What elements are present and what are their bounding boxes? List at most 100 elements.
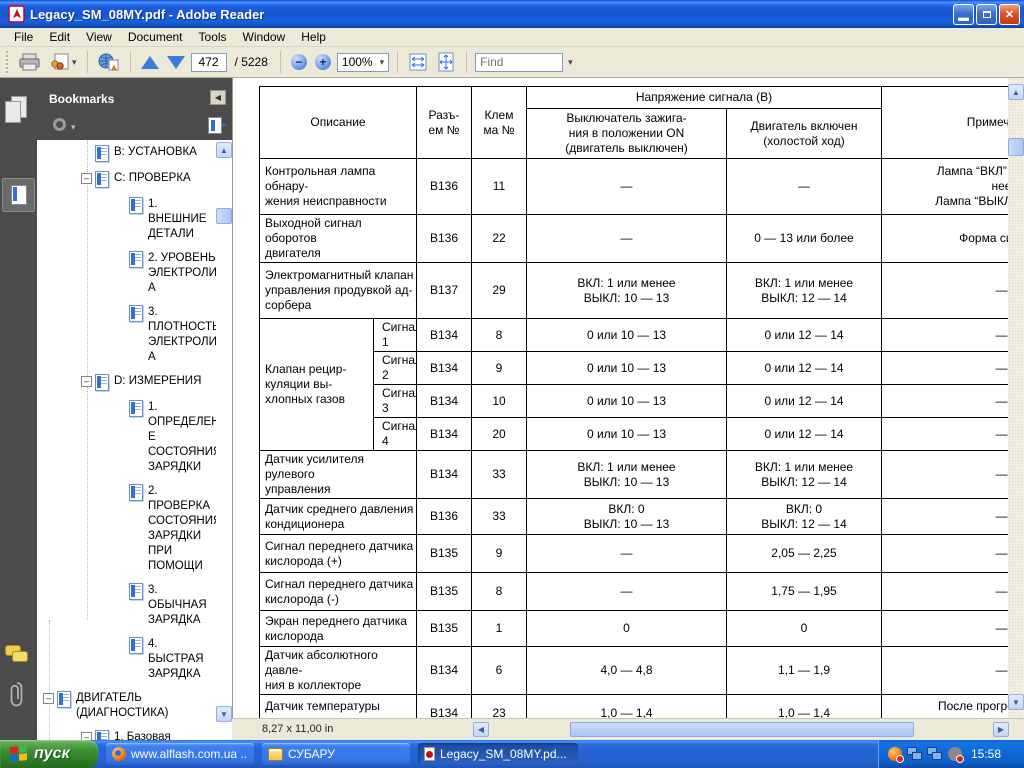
document-vertical-scrollbar[interactable]: ▲ ▼ — [1008, 78, 1024, 718]
table-row: Электромагнитный клапан управления проду… — [259, 262, 1008, 319]
bookmark-item[interactable]: B: УСТАНОВКА — [37, 145, 216, 162]
zoom-dropdown-caret: ▾ — [379, 56, 385, 67]
bookmark-item[interactable]: 1. ВНЕШНИЕ ДЕТАЛИ — [37, 197, 216, 242]
menu-bar: File Edit View Document Tools Window Help — [0, 28, 1024, 47]
zoom-in-button[interactable]: + — [313, 49, 333, 75]
bookmarks-scrollbar[interactable]: ▲ ▼ — [216, 140, 232, 740]
close-button[interactable]: ✕ — [999, 3, 1020, 25]
taskbar-task-firefox[interactable]: www.alflash.com.ua ... — [106, 743, 254, 765]
col-header-description: Описание — [259, 86, 417, 159]
network-tray-icon[interactable] — [907, 746, 923, 762]
h-scroll-thumb[interactable] — [570, 722, 914, 737]
previous-page-button[interactable] — [139, 49, 161, 75]
zoom-level-select[interactable]: 100% ▾ — [336, 52, 390, 72]
bookmarks-tab-icon[interactable] — [2, 178, 35, 212]
expand-current-bookmark-icon[interactable] — [208, 117, 228, 134]
cell-ignition-on-value: ВКЛ: 1 или менее ВЫКЛ: 10 — 13 — [526, 262, 727, 319]
cell-ignition-on-value: 0 или 10 — 13 — [526, 318, 727, 352]
title-bar[interactable]: Legacy_SM_08MY.pdf - Adobe Reader ▬ ✕ — [0, 0, 1024, 28]
bookmark-item[interactable]: – C: ПРОВЕРКА — [37, 171, 216, 188]
fit-width-button[interactable] — [406, 49, 430, 75]
bookmarks-scroll-thumb[interactable] — [216, 208, 232, 224]
bookmarks-scroll-down-button[interactable]: ▼ — [216, 706, 232, 722]
pages-tab-icon[interactable] — [5, 96, 29, 126]
cell-note: — — [881, 498, 1008, 535]
minimize-button[interactable]: ▬ — [953, 3, 974, 25]
bookmark-label[interactable]: D: ИЗМЕРЕНИЯ — [114, 375, 202, 387]
bookmark-label[interactable]: B: УСТАНОВКА — [114, 146, 197, 158]
bookmark-label[interactable]: 2. ПРОВЕРКА СОСТОЯНИЯ ЗАРЯДКИ ПРИ ПОМОЩИ — [148, 485, 216, 572]
menu-edit[interactable]: Edit — [49, 30, 71, 44]
options-gear-icon[interactable] — [53, 118, 66, 131]
bookmark-item[interactable]: 3. ПЛОТНОСТЬ ЭЛЕКТРОЛИТ А — [37, 305, 216, 365]
network-tray-icon-2[interactable] — [927, 746, 943, 762]
doc-scroll-thumb[interactable] — [1008, 138, 1024, 156]
fit-page-button[interactable] — [434, 49, 458, 75]
collapse-minus-box[interactable]: – — [43, 693, 54, 704]
comments-tab-icon[interactable] — [5, 645, 31, 667]
bookmark-item[interactable]: 3. ОБЫЧНАЯ ЗАРЯДКА — [37, 583, 216, 628]
cell-connector: B134 — [416, 646, 472, 695]
menu-document[interactable]: Document — [127, 30, 183, 44]
disabled-device-tray-icon[interactable] — [947, 746, 964, 763]
save-copy-button[interactable] — [96, 49, 122, 75]
collapse-minus-box[interactable]: – — [81, 376, 92, 387]
doc-scroll-up-button[interactable]: ▲ — [1008, 84, 1024, 100]
print-button[interactable] — [17, 49, 43, 75]
toolbar-grip[interactable] — [6, 51, 10, 73]
task-label: Legacy_SM_08MY.pd... — [440, 747, 567, 761]
download-manager-tray-icon[interactable] — [887, 746, 904, 763]
bookmark-label[interactable]: 3. ПЛОТНОСТЬ ЭЛЕКТРОЛИТ А — [148, 306, 216, 363]
collapse-panel-button[interactable]: ◀ — [210, 90, 226, 105]
cell-engine-running-value: — — [726, 158, 882, 215]
bookmark-label[interactable]: 2. УРОВЕНЬ ЭЛЕКТРОЛИТ А — [148, 252, 216, 294]
h-scroll-left-button[interactable]: ◀ — [473, 722, 489, 737]
toolbar-separator — [279, 51, 281, 73]
bookmark-item[interactable]: 2. ПРОВЕРКА СОСТОЯНИЯ ЗАРЯДКИ ПРИ ПОМОЩИ — [37, 484, 216, 574]
menu-help[interactable]: Help — [301, 30, 326, 44]
menu-view[interactable]: View — [86, 30, 112, 44]
bookmark-label[interactable]: ДВИГАТЕЛЬ (ДИАГНОСТИКА) — [76, 692, 169, 719]
h-scroll-right-button[interactable]: ▶ — [993, 722, 1009, 737]
cell-terminal: 33 — [471, 498, 527, 535]
next-page-button[interactable] — [165, 49, 187, 75]
menu-window[interactable]: Window — [242, 30, 286, 44]
menu-file[interactable]: File — [14, 30, 34, 44]
cell-ignition-on-value: 1,0 — 1,4 — [526, 694, 727, 718]
bookmark-item[interactable]: 1. ОПРЕДЕЛЕНИ Е СОСТОЯНИЯ ЗАРЯДКИ — [37, 400, 216, 475]
doc-scroll-down-button[interactable]: ▼ — [1008, 694, 1024, 710]
page-number-input[interactable] — [190, 52, 227, 72]
cell-ignition-on-value: 0 или 10 — 13 — [526, 351, 727, 385]
bookmark-label[interactable]: 3. ОБЫЧНАЯ ЗАРЯДКА — [148, 584, 207, 626]
start-button[interactable]: пуск — [0, 740, 98, 768]
find-dropdown-caret[interactable]: ▾ — [568, 56, 573, 67]
table-row: Выходной сигнал оборотов двигателя B136 22… — [259, 214, 1008, 263]
restore-button[interactable] — [976, 3, 997, 25]
bookmark-item[interactable]: – D: ИЗМЕРЕНИЯ — [37, 374, 216, 391]
cell-engine-running-value: 0 или 12 — 14 — [726, 417, 882, 451]
bookmark-item[interactable]: 2. УРОВЕНЬ ЭЛЕКТРОЛИТ А — [37, 251, 216, 296]
cell-note: — — [881, 318, 1008, 352]
bookmark-label[interactable]: 1. ОПРЕДЕЛЕНИ Е СОСТОЯНИЯ ЗАРЯДКИ — [148, 401, 216, 473]
attachments-tab-icon[interactable] — [8, 681, 26, 709]
bookmark-item[interactable]: – 1. Базовая процедура диагностики — [37, 730, 216, 740]
bookmark-label[interactable]: 1. ВНЕШНИЕ ДЕТАЛИ — [148, 198, 207, 240]
bookmarks-scroll-up-button[interactable]: ▲ — [216, 142, 232, 158]
bookmark-label[interactable]: 1. Базовая процедура диагностики — [114, 731, 171, 740]
window-title: Legacy_SM_08MY.pdf - Adobe Reader — [30, 6, 265, 22]
taskbar-task-folder[interactable]: СУБАРУ — [262, 743, 410, 765]
options-caret-icon[interactable]: ▾ — [71, 122, 76, 132]
collapse-minus-box[interactable]: – — [81, 173, 92, 184]
bookmark-item[interactable]: 4. БЫСТРАЯ ЗАРЯДКА — [37, 637, 216, 682]
email-dropdown-caret[interactable]: ▾ — [72, 56, 77, 67]
find-input[interactable] — [475, 52, 564, 72]
taskbar-task-pdf[interactable]: Legacy_SM_08MY.pd... — [418, 743, 578, 765]
bookmark-item[interactable]: – ДВИГАТЕЛЬ (ДИАГНОСТИКА) — [37, 691, 216, 721]
bookmark-label[interactable]: 4. БЫСТРАЯ ЗАРЯДКА — [148, 638, 204, 680]
menu-tools[interactable]: Tools — [198, 30, 227, 44]
bookmark-label[interactable]: C: ПРОВЕРКА — [114, 172, 191, 184]
zoom-out-button[interactable]: − — [289, 49, 309, 75]
collapse-minus-box[interactable]: – — [81, 732, 92, 740]
email-button[interactable]: ▾ — [47, 49, 79, 75]
